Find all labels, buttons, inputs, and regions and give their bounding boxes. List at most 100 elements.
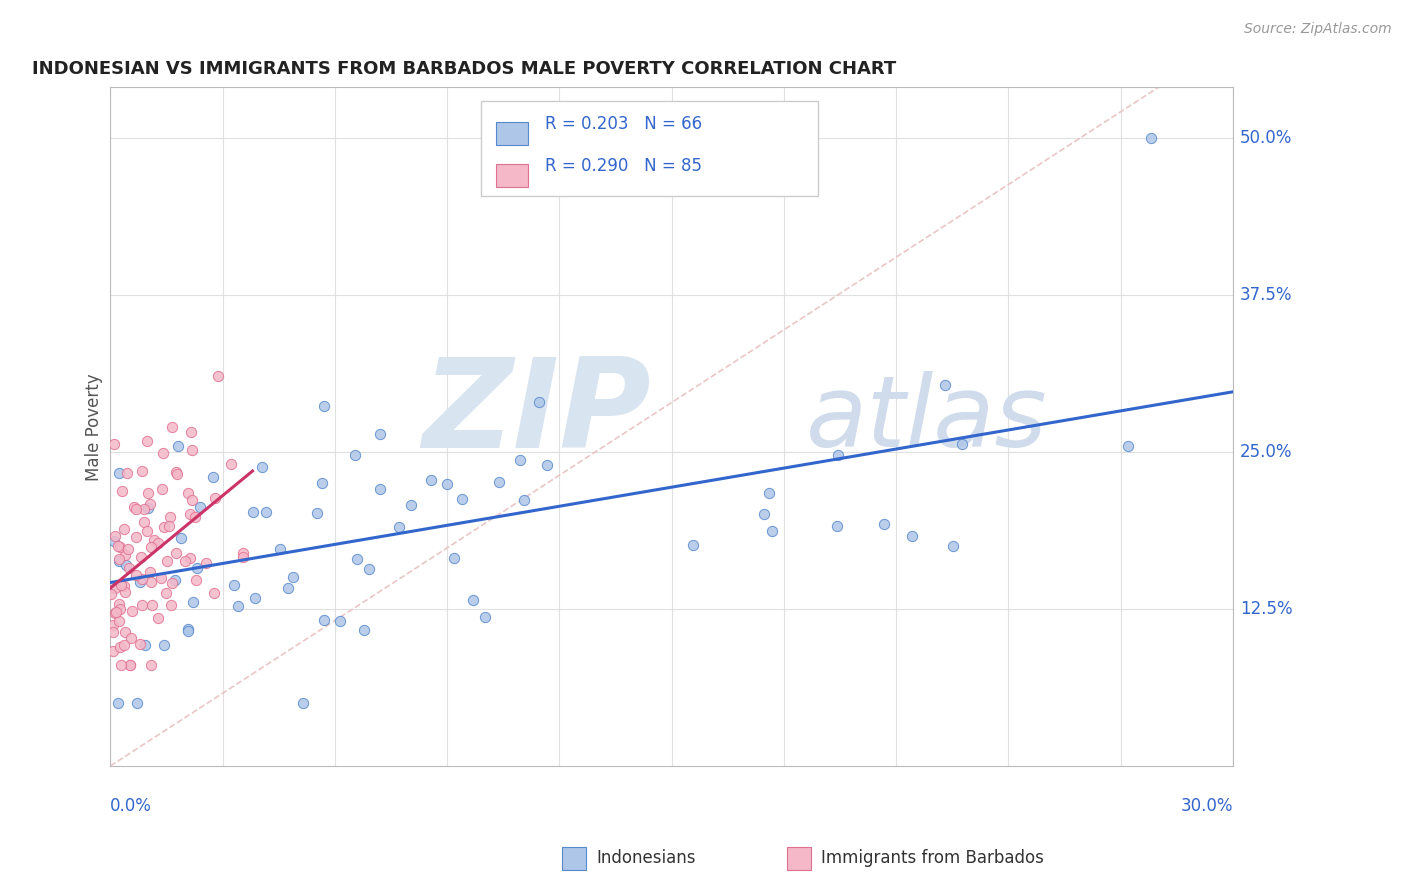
Point — [153, 638, 176, 652]
Point — [224, 577, 246, 591]
Point — [110, 578, 132, 592]
Point — [131, 572, 153, 586]
Point — [942, 539, 965, 553]
Point — [131, 550, 153, 565]
Point — [343, 449, 366, 463]
Point — [204, 491, 226, 506]
Text: atlas: atlas — [807, 371, 1047, 468]
Point — [139, 658, 162, 673]
Point — [420, 473, 443, 487]
Point — [108, 602, 131, 616]
Point — [536, 458, 558, 472]
Point — [269, 542, 291, 557]
Point — [101, 625, 124, 640]
Text: ZIP: ZIP — [423, 352, 651, 474]
Point — [114, 584, 136, 599]
Point — [155, 585, 177, 599]
Point — [451, 491, 474, 506]
Point — [758, 486, 780, 500]
Text: Indonesians: Indonesians — [596, 849, 696, 867]
Point — [761, 524, 783, 538]
Point — [138, 501, 160, 516]
Point — [108, 640, 131, 654]
Point — [146, 536, 169, 550]
Point — [186, 561, 208, 575]
Point — [357, 562, 380, 576]
Point — [108, 466, 131, 480]
Point — [207, 369, 229, 384]
Point — [513, 492, 536, 507]
Point — [120, 631, 142, 645]
Point — [180, 493, 202, 508]
Text: INDONESIAN VS IMMIGRANTS FROM BARBADOS MALE POVERTY CORRELATION CHART: INDONESIAN VS IMMIGRANTS FROM BARBADOS M… — [32, 60, 896, 78]
Point — [177, 486, 200, 500]
Point — [107, 554, 129, 568]
Point — [100, 587, 122, 601]
Point — [488, 475, 510, 490]
Point — [124, 500, 146, 514]
Point — [873, 516, 896, 531]
Point — [242, 505, 264, 519]
Text: R = 0.290   N = 85: R = 0.290 N = 85 — [544, 157, 702, 175]
Point — [152, 446, 174, 460]
Point — [112, 579, 135, 593]
Point — [139, 541, 162, 555]
Point — [474, 610, 496, 624]
Point — [101, 644, 124, 658]
Point — [136, 434, 159, 448]
Point — [110, 658, 132, 673]
Point — [184, 574, 207, 588]
Point — [934, 377, 956, 392]
Point — [117, 541, 139, 556]
Point — [128, 637, 150, 651]
Point — [159, 519, 181, 533]
Point — [165, 573, 187, 587]
Text: 25.0%: 25.0% — [1240, 442, 1292, 461]
Point — [139, 497, 162, 511]
Point — [388, 519, 411, 533]
Point — [104, 606, 127, 620]
Point — [166, 439, 188, 453]
Point — [368, 483, 391, 497]
Point — [202, 470, 225, 484]
Text: Source: ZipAtlas.com: Source: ZipAtlas.com — [1244, 22, 1392, 37]
Point — [166, 467, 188, 481]
Point — [177, 622, 200, 636]
Point — [138, 486, 160, 500]
Point — [115, 467, 138, 481]
Point — [120, 658, 142, 673]
Text: 0.0%: 0.0% — [110, 797, 152, 814]
Point — [121, 604, 143, 618]
Point — [243, 591, 266, 605]
Point — [111, 483, 134, 498]
Point — [143, 533, 166, 547]
Point — [107, 539, 129, 553]
Point — [150, 482, 173, 496]
Point — [183, 510, 205, 524]
Point — [436, 477, 458, 491]
Point — [124, 530, 146, 544]
Point — [307, 506, 329, 520]
Point — [134, 501, 156, 516]
Point — [277, 581, 299, 595]
Point — [174, 553, 197, 567]
Point — [291, 696, 314, 710]
Point — [134, 515, 156, 529]
Point — [108, 540, 131, 554]
Point — [107, 552, 129, 566]
Point — [188, 500, 211, 514]
Point — [149, 571, 172, 585]
Point — [134, 638, 156, 652]
Point — [752, 507, 775, 521]
Text: 12.5%: 12.5% — [1240, 600, 1292, 618]
Point — [136, 524, 159, 538]
Point — [527, 395, 550, 409]
Point — [128, 574, 150, 589]
Point — [368, 426, 391, 441]
Text: 30.0%: 30.0% — [1181, 797, 1233, 814]
Point — [125, 568, 148, 582]
Text: R = 0.203   N = 66: R = 0.203 N = 66 — [544, 115, 702, 133]
Point — [114, 548, 136, 562]
Point — [827, 448, 849, 462]
Point — [104, 528, 127, 542]
